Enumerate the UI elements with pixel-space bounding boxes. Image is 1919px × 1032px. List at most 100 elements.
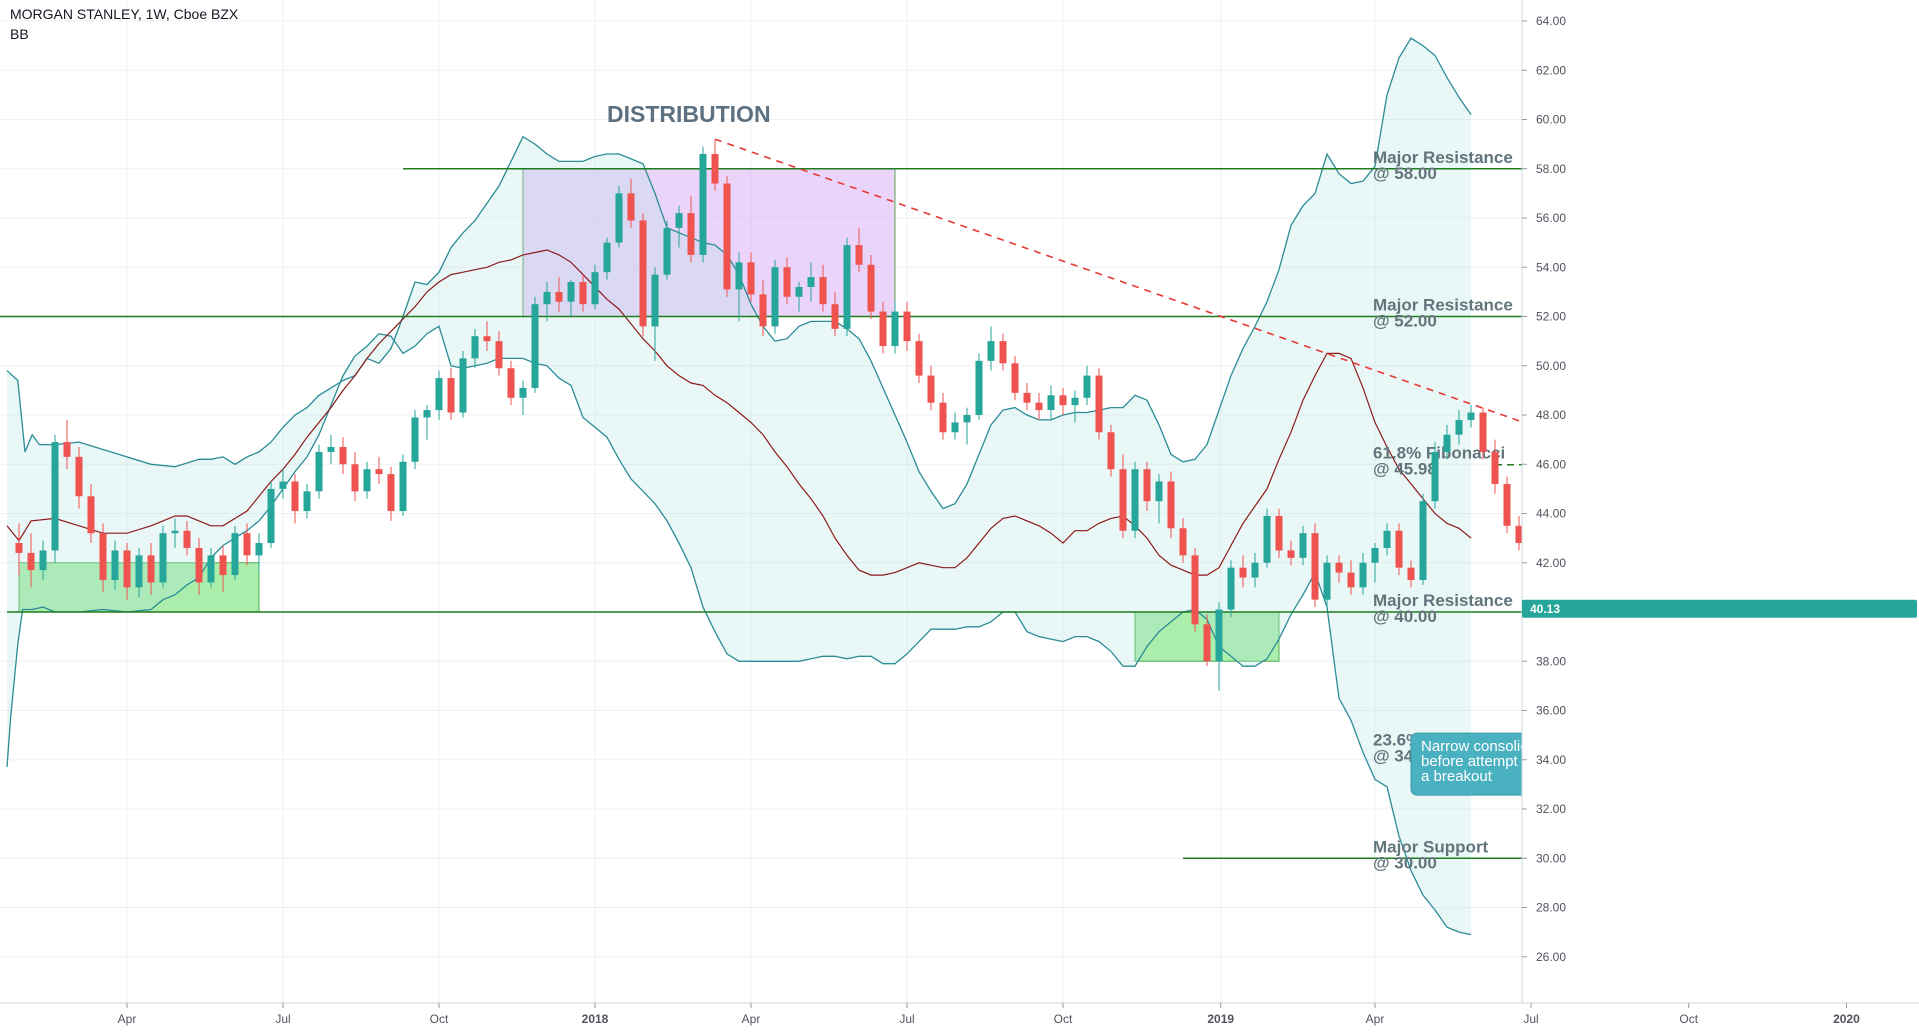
indicator-label: BB [10, 26, 29, 42]
candle-body [483, 336, 491, 342]
callout-text: before attempt at [1421, 753, 1535, 770]
time-tick-label: Oct [1054, 1012, 1073, 1026]
candle-body [915, 341, 923, 376]
candle-body [399, 461, 407, 512]
candle-body [639, 220, 647, 327]
candle-body [135, 555, 143, 588]
time-tick-label: Jul [1523, 1012, 1538, 1026]
candle-body [1335, 562, 1343, 573]
candle-body [987, 341, 995, 361]
candle-body [15, 543, 23, 553]
candle-body [1071, 397, 1079, 406]
candle-body [1383, 530, 1391, 548]
price-tick-label: 26.00 [1536, 950, 1566, 964]
candle-body [939, 402, 947, 433]
candle-body [1023, 392, 1031, 403]
level-label: 61.8% Fibonacci [1373, 444, 1505, 463]
bb-upper-band [6, 37, 1472, 510]
candle-body [1143, 469, 1151, 502]
candle-body [975, 360, 983, 415]
time-tick-label: 2018 [582, 1012, 609, 1026]
candle-body [663, 227, 671, 275]
candle-body [1167, 481, 1175, 529]
candle-body [627, 193, 635, 221]
price-tick-label: 58.00 [1536, 162, 1566, 176]
candle-body [1491, 451, 1499, 484]
candle-body [903, 311, 911, 342]
zone-annotation: DISTRIBUTION [607, 101, 771, 127]
candle-body [363, 469, 371, 492]
trend-line [714, 138, 1919, 562]
price-tick-label: 30.00 [1536, 851, 1566, 865]
last-price-label: 40.13 [1530, 602, 1560, 616]
candle-body [723, 183, 731, 290]
candle-body [1011, 363, 1019, 393]
candle-body [891, 311, 899, 347]
candle-body [603, 242, 611, 273]
time-tick-label: Jul [275, 1012, 290, 1026]
candle-body [699, 153, 707, 255]
candle-body [735, 262, 743, 290]
candle-body [675, 213, 683, 228]
time-tick-label: Apr [1366, 1012, 1385, 1026]
bb-fill [7, 38, 1471, 935]
candle-body [687, 213, 695, 255]
candle-body [1419, 501, 1427, 580]
candle-body [183, 530, 191, 548]
candle-body [351, 464, 359, 492]
level-label: @ 58.00 [1373, 164, 1437, 183]
candle-body [159, 533, 167, 583]
time-tick-label: Apr [742, 1012, 761, 1026]
candle-body [219, 555, 227, 576]
candle-body [123, 550, 131, 588]
candle-body [1059, 395, 1067, 406]
candle-body [1047, 395, 1055, 411]
candle-body [171, 530, 179, 534]
price-tick-label: 64.00 [1536, 14, 1566, 28]
candle-body [63, 442, 71, 457]
candle-body [1131, 469, 1139, 531]
candle-body [75, 456, 83, 497]
price-tick-label: 48.00 [1536, 408, 1566, 422]
candle-body [1371, 547, 1379, 563]
level-label: Major Support [1373, 837, 1489, 856]
candle-body [855, 245, 863, 265]
bollinger-bands [6, 37, 1472, 936]
candle-body [1515, 525, 1523, 544]
price-tick-label: 46.00 [1536, 457, 1566, 471]
symbol-title: MORGAN STANLEY, 1W, Cboe BZX [10, 6, 239, 22]
candle-body [531, 304, 539, 388]
candle-body [1203, 624, 1211, 662]
candle-body [1467, 412, 1475, 420]
level-label: @ 52.00 [1373, 312, 1437, 331]
candle-body [1323, 562, 1331, 600]
candle-body [951, 422, 959, 433]
bb-basis [6, 249, 1472, 576]
candle-body [339, 447, 347, 465]
candle-body [267, 488, 275, 544]
candle-body [1191, 555, 1199, 625]
candle-body [1443, 434, 1451, 452]
price-tick-label: 36.00 [1536, 704, 1566, 718]
level-label: Major Resistance [1373, 148, 1513, 167]
candle-body [279, 481, 287, 489]
candle-body [111, 550, 119, 580]
candle-body [1263, 515, 1271, 563]
price-tick-label: 42.00 [1536, 556, 1566, 570]
candle-body [27, 552, 35, 571]
candle-body [1179, 528, 1187, 556]
price-tick-label: 62.00 [1536, 63, 1566, 77]
candle-body [99, 533, 107, 580]
candle-body [1299, 533, 1307, 558]
time-tick-label: 2019 [1207, 1012, 1234, 1026]
level-label: @ 40.00 [1373, 607, 1437, 626]
candle-body [291, 481, 299, 512]
candle-body [303, 491, 311, 512]
candle-body [519, 387, 527, 398]
price-tick-label: 60.00 [1536, 113, 1566, 127]
candle-body [375, 469, 383, 475]
candle-body [543, 291, 551, 305]
candle-body [555, 291, 563, 302]
